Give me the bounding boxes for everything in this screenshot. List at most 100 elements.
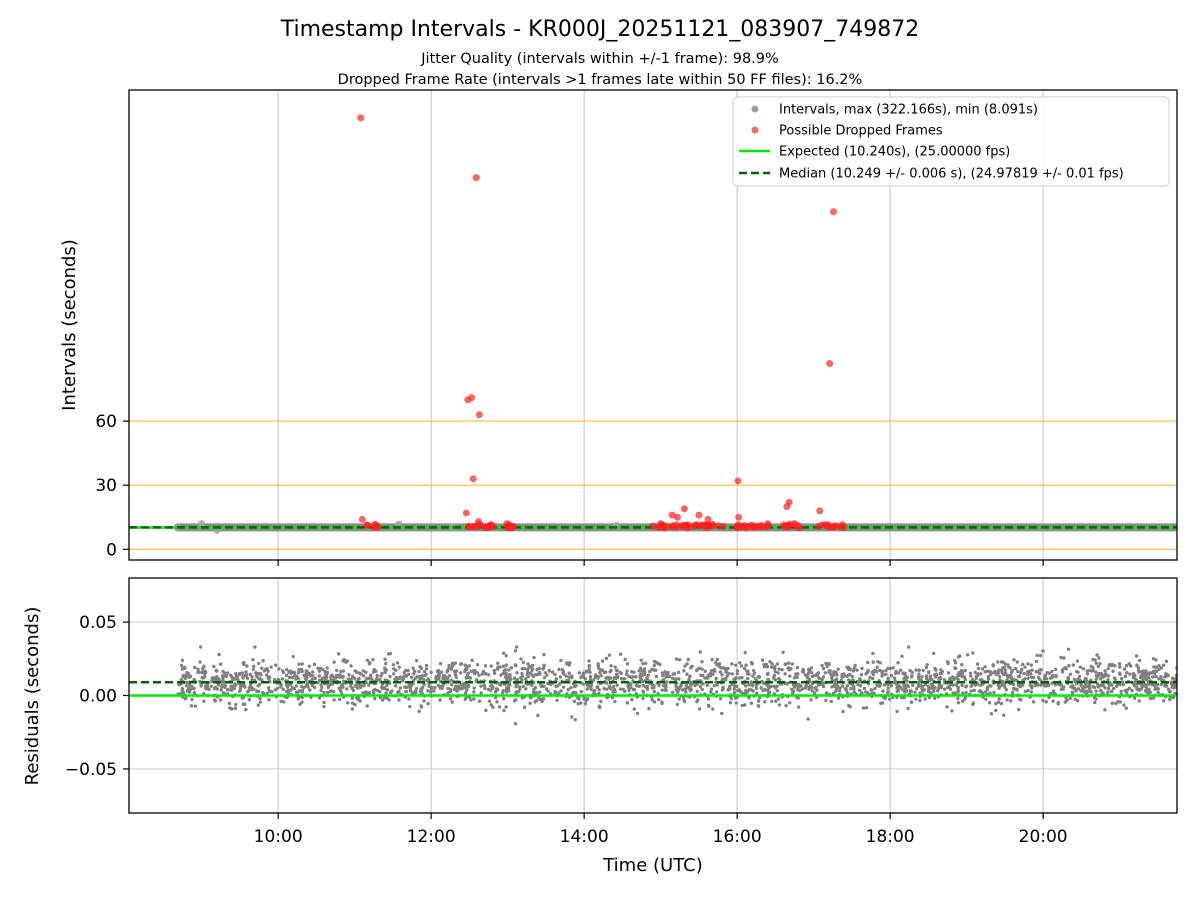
residual-point	[501, 651, 506, 655]
residual-point	[674, 657, 679, 661]
residual-point	[648, 669, 652, 674]
residual-point	[708, 674, 713, 678]
residual-point	[305, 669, 309, 674]
dropped-frame-point	[469, 475, 477, 483]
residual-point	[864, 690, 868, 694]
residual-point	[1029, 663, 1034, 667]
residual-point	[278, 685, 283, 689]
residual-point	[914, 697, 918, 701]
residual-point	[963, 677, 967, 682]
residual-point	[269, 665, 273, 669]
residual-point	[251, 667, 256, 672]
residual-point	[670, 690, 675, 695]
residual-point	[971, 651, 975, 655]
residual-point	[506, 685, 511, 689]
residual-point	[684, 683, 689, 687]
intervals-x-ticks	[277, 560, 1044, 566]
dropped-frame-point	[673, 513, 681, 521]
residual-point	[202, 664, 206, 669]
residual-point	[436, 668, 441, 673]
residual-point	[837, 689, 842, 693]
residual-point	[970, 677, 975, 681]
residual-point	[899, 686, 903, 690]
residual-point	[979, 672, 983, 676]
residual-point	[1081, 667, 1086, 671]
legend: Intervals, max (322.166s), min (8.091s) …	[732, 96, 1170, 187]
x-tick-label: 20:00	[1019, 827, 1068, 847]
residual-point	[473, 670, 478, 675]
residual-point	[459, 686, 463, 691]
residual-point	[202, 699, 206, 703]
residual-point	[674, 688, 679, 692]
residual-point	[864, 706, 869, 710]
residual-point	[285, 685, 290, 689]
residual-point	[257, 661, 261, 666]
residual-point	[697, 666, 702, 670]
residual-point	[611, 684, 616, 689]
residual-point	[986, 677, 991, 681]
residual-point	[804, 683, 808, 687]
residual-point	[871, 676, 875, 681]
figure-subtitle-dropped: Dropped Frame Rate (intervals >1 frames …	[338, 72, 863, 88]
residual-point	[1068, 672, 1073, 676]
residual-point	[346, 701, 350, 705]
residual-point	[618, 670, 622, 675]
residual-point	[266, 686, 271, 690]
residual-point	[1079, 689, 1083, 693]
residual-point	[328, 689, 332, 694]
residual-point	[264, 673, 269, 677]
residual-point	[728, 700, 733, 705]
residual-point	[514, 684, 518, 689]
residual-point	[928, 675, 932, 679]
residual-point	[308, 688, 312, 692]
residual-point	[361, 691, 365, 695]
residual-point	[371, 691, 376, 695]
residual-point	[241, 696, 246, 700]
residual-point	[436, 674, 440, 678]
residual-point	[983, 665, 987, 669]
residual-point	[385, 696, 389, 700]
residual-point	[645, 687, 650, 691]
dropped-frame-point	[462, 509, 470, 517]
residual-point	[417, 709, 421, 714]
residual-point	[230, 707, 234, 711]
residual-point	[735, 668, 740, 673]
residual-point	[184, 683, 189, 688]
residual-point	[1166, 687, 1171, 691]
residual-point	[598, 670, 602, 675]
residual-point	[1106, 666, 1110, 671]
residual-point	[557, 667, 561, 672]
residual-point	[873, 686, 877, 691]
residual-point	[408, 689, 413, 693]
residual-point	[506, 688, 511, 693]
residual-point	[256, 684, 260, 688]
residual-point	[849, 686, 853, 691]
residual-point	[918, 698, 922, 703]
residual-point	[397, 689, 401, 694]
residual-point	[1098, 688, 1103, 693]
residual-point	[540, 699, 544, 704]
residual-point	[185, 680, 189, 685]
residual-point	[496, 661, 500, 665]
residual-point	[355, 670, 359, 674]
residual-point	[886, 686, 890, 690]
residual-point	[783, 672, 787, 676]
residual-point	[734, 663, 738, 667]
residual-point	[475, 662, 480, 667]
residual-point	[613, 665, 617, 669]
residual-point	[1124, 664, 1129, 668]
residual-point	[232, 686, 237, 691]
residual-point	[675, 702, 680, 707]
residual-point	[1132, 672, 1136, 677]
residual-point	[1094, 661, 1098, 665]
residual-point	[370, 678, 374, 682]
residual-point	[703, 676, 707, 680]
residual-point	[643, 661, 648, 666]
residual-point	[572, 699, 577, 704]
residual-point	[1039, 683, 1043, 687]
residual-point	[179, 663, 184, 668]
residual-point	[920, 689, 925, 693]
residual-point	[1015, 688, 1019, 692]
residual-point	[212, 686, 217, 691]
dropped-frame-point	[468, 394, 476, 402]
